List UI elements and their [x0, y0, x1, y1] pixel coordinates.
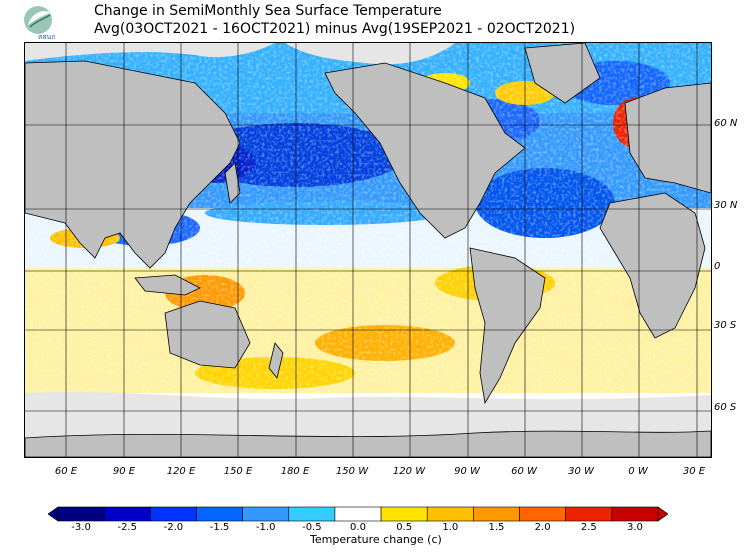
longitude-label: 150 W [335, 466, 369, 477]
longitude-label: 0 W [628, 466, 648, 477]
colorbar-tick-label: -2.5 [117, 522, 137, 533]
colorbar-swatch [150, 506, 197, 522]
graticule-grid [25, 43, 711, 457]
latitude-label: 60 S [714, 402, 737, 413]
colorbar-swatch [426, 506, 474, 522]
chart-title: Change in SemiMonthly Sea Surface Temper… [94, 2, 575, 38]
colorbar-swatch [473, 506, 520, 522]
land-masses [25, 43, 711, 457]
colorbar-label: Temperature change (c) [310, 533, 442, 546]
longitude-label: 30 E [682, 466, 706, 477]
land-new-zealand [268, 342, 284, 379]
latitude-label: 30 N [714, 200, 738, 211]
colorbar-swatch [57, 506, 105, 522]
colorbar-tick-label: 0.0 [350, 522, 366, 533]
colorbar-min-arrow [48, 506, 59, 522]
colorbar-tick-label: -0.5 [302, 522, 322, 533]
colorbar-swatch [519, 506, 566, 522]
colorbar-swatch [288, 506, 336, 522]
longitude-label: 60 W [511, 466, 537, 477]
colorbar-swatch [565, 506, 613, 522]
land-antarctica [25, 430, 711, 457]
latitude-label: 60 N [714, 118, 738, 129]
colorbar-swatch [611, 506, 659, 522]
colorbar-tick-label: -1.0 [255, 522, 276, 533]
longitude-label: 120 W [392, 466, 426, 477]
longitude-label: 90 E [112, 466, 136, 477]
colorbar-swatch [334, 506, 382, 522]
colorbar-tick-label: 2.0 [534, 522, 551, 533]
colorbar-swatch [242, 506, 290, 522]
colorbar-tick-label: 3.0 [626, 522, 643, 533]
land-australia [164, 300, 251, 369]
agency-logo: สสนก [18, 3, 62, 43]
longitude-label: 120 E [166, 466, 196, 477]
colorbar [48, 506, 668, 522]
sst-change-map [24, 42, 712, 458]
colorbar-swatch [103, 506, 151, 522]
colorbar-tick-label: 2.5 [580, 522, 597, 533]
land-europe [624, 82, 711, 194]
colorbar-tick-label: -2.0 [163, 522, 184, 533]
land-south-america [469, 247, 546, 405]
longitude-label: 30 W [568, 466, 594, 477]
land-greenland [524, 43, 601, 104]
longitude-label: 60 E [54, 466, 78, 477]
colorbar-swatch [380, 506, 428, 522]
logo-text: สสนก [38, 33, 56, 41]
latitude-label: 30 S [714, 320, 737, 331]
colorbar-tick-label: 1.0 [442, 522, 459, 533]
longitude-label: 150 E [223, 466, 253, 477]
colorbar-tick-label: -1.5 [209, 522, 230, 533]
longitude-label: 90 W [454, 466, 480, 477]
land-north-america [324, 62, 526, 239]
title-line-2: Avg(03OCT2021 - 16OCT2021) minus Avg(19S… [94, 21, 576, 37]
colorbar-max-arrow [657, 506, 668, 522]
land-indonesia [134, 274, 201, 296]
colorbar-tick-label: -3.0 [71, 522, 91, 533]
colorbar-swatch [196, 506, 243, 522]
longitude-label: 180 E [280, 466, 310, 477]
land-eurasia [25, 60, 241, 269]
land-africa [599, 192, 706, 339]
colorbar-tick-label: 0.5 [396, 522, 413, 533]
land-japan [224, 162, 241, 204]
latitude-label: 0 [714, 261, 721, 272]
title-line-1: Change in SemiMonthly Sea Surface Temper… [94, 3, 442, 19]
colorbar-tick-label: 1.5 [488, 522, 505, 533]
